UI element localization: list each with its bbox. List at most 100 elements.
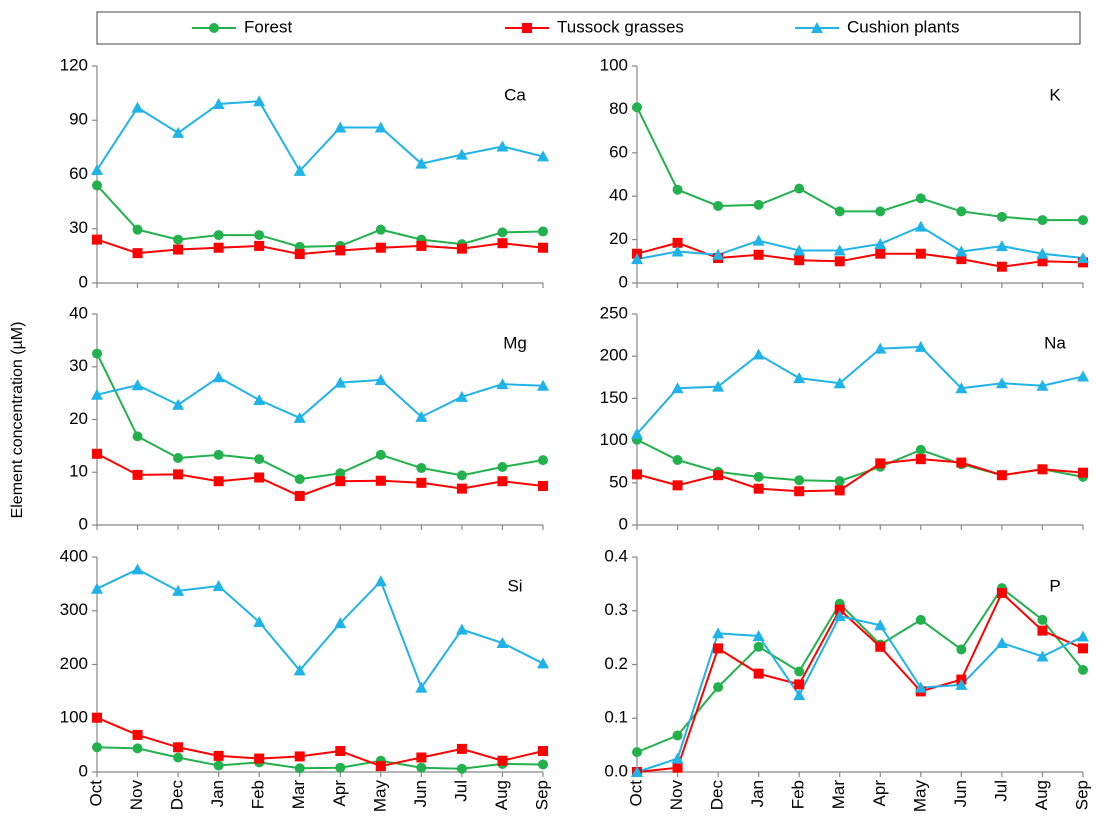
y-tick-label: 80 — [609, 99, 628, 118]
series-line — [636, 458, 1084, 493]
panel-label: Na — [1044, 333, 1066, 352]
marker — [293, 664, 306, 676]
marker — [537, 379, 549, 391]
y-tick-label: 120 — [60, 55, 88, 74]
marker — [173, 234, 184, 245]
marker — [132, 469, 143, 480]
marker — [1077, 370, 1089, 382]
marker — [671, 382, 684, 394]
marker — [631, 253, 643, 265]
marker — [92, 742, 102, 753]
y-tick-label: 0 — [619, 514, 628, 533]
marker — [497, 227, 508, 238]
marker — [455, 148, 468, 160]
marker — [915, 193, 926, 204]
y-tick-label: 30 — [69, 218, 88, 237]
y-tick-label: 100 — [600, 55, 628, 74]
marker — [335, 245, 346, 256]
marker — [834, 206, 845, 217]
marker — [538, 759, 548, 770]
x-tick-label: Mar — [829, 780, 848, 810]
marker — [456, 763, 467, 774]
marker — [131, 379, 144, 391]
marker — [915, 248, 926, 259]
marker — [713, 200, 724, 211]
marker — [1077, 252, 1089, 264]
marker — [753, 199, 764, 210]
marker — [753, 483, 764, 494]
marker — [294, 751, 305, 762]
panel-label: K — [1049, 85, 1061, 104]
x-tick-label: Jan — [208, 780, 227, 807]
marker — [455, 390, 468, 402]
marker — [375, 449, 386, 460]
x-tick-label: Oct — [626, 780, 645, 807]
marker — [875, 248, 886, 259]
marker — [1077, 630, 1089, 642]
marker — [374, 121, 387, 133]
panel-label: P — [1049, 576, 1060, 595]
y-tick-label: 200 — [60, 654, 88, 673]
marker — [1036, 650, 1049, 662]
marker — [1037, 625, 1048, 636]
marker — [712, 380, 725, 392]
marker — [172, 398, 185, 410]
marker — [496, 378, 509, 390]
marker — [834, 604, 845, 615]
y-tick-label: 20 — [69, 409, 88, 428]
y-tick-label: 0 — [619, 272, 628, 291]
marker — [213, 750, 224, 761]
marker — [294, 490, 305, 501]
x-tick-label: Jan — [748, 780, 767, 807]
marker — [456, 470, 467, 481]
series-line — [636, 591, 1084, 773]
marker — [213, 760, 224, 771]
marker — [631, 427, 643, 439]
marker — [1037, 215, 1048, 226]
y-tick-label: 40 — [69, 303, 88, 322]
marker — [632, 747, 642, 758]
x-tick-label: May — [370, 780, 389, 813]
marker — [914, 220, 927, 232]
marker — [91, 582, 103, 594]
marker — [131, 563, 144, 575]
marker — [496, 637, 509, 648]
marker — [254, 240, 265, 251]
marker — [875, 458, 886, 469]
x-tick-label: Aug — [492, 780, 511, 810]
y-tick-label: 100 — [600, 430, 628, 449]
marker — [1037, 464, 1048, 475]
marker — [672, 480, 683, 491]
marker — [955, 245, 968, 257]
marker — [335, 468, 346, 479]
marker — [497, 461, 508, 472]
x-tick-label: Apr — [330, 780, 349, 807]
legend-label: Tussock grasses — [557, 17, 684, 36]
marker — [92, 448, 102, 459]
marker — [254, 454, 265, 465]
y-tick-label: 90 — [69, 110, 88, 129]
x-tick-label: Jul — [991, 780, 1010, 802]
series-line — [96, 452, 544, 498]
marker — [632, 102, 642, 113]
marker — [132, 224, 143, 235]
marker — [874, 237, 887, 249]
marker — [752, 630, 765, 642]
marker — [415, 157, 428, 169]
x-tick-label: Feb — [249, 780, 268, 809]
marker — [92, 234, 102, 245]
marker — [173, 244, 184, 255]
y-tick-label: 50 — [609, 472, 628, 491]
marker — [914, 340, 927, 352]
marker — [712, 248, 725, 260]
x-tick-label: Nov — [667, 780, 686, 811]
marker — [91, 163, 103, 175]
marker — [996, 261, 1007, 272]
y-tick-label: 40 — [609, 186, 628, 205]
marker — [416, 463, 427, 474]
legend-label: Forest — [244, 17, 292, 36]
marker — [522, 23, 532, 33]
series-line — [96, 238, 544, 256]
marker — [874, 619, 887, 631]
series-line — [636, 586, 1084, 754]
